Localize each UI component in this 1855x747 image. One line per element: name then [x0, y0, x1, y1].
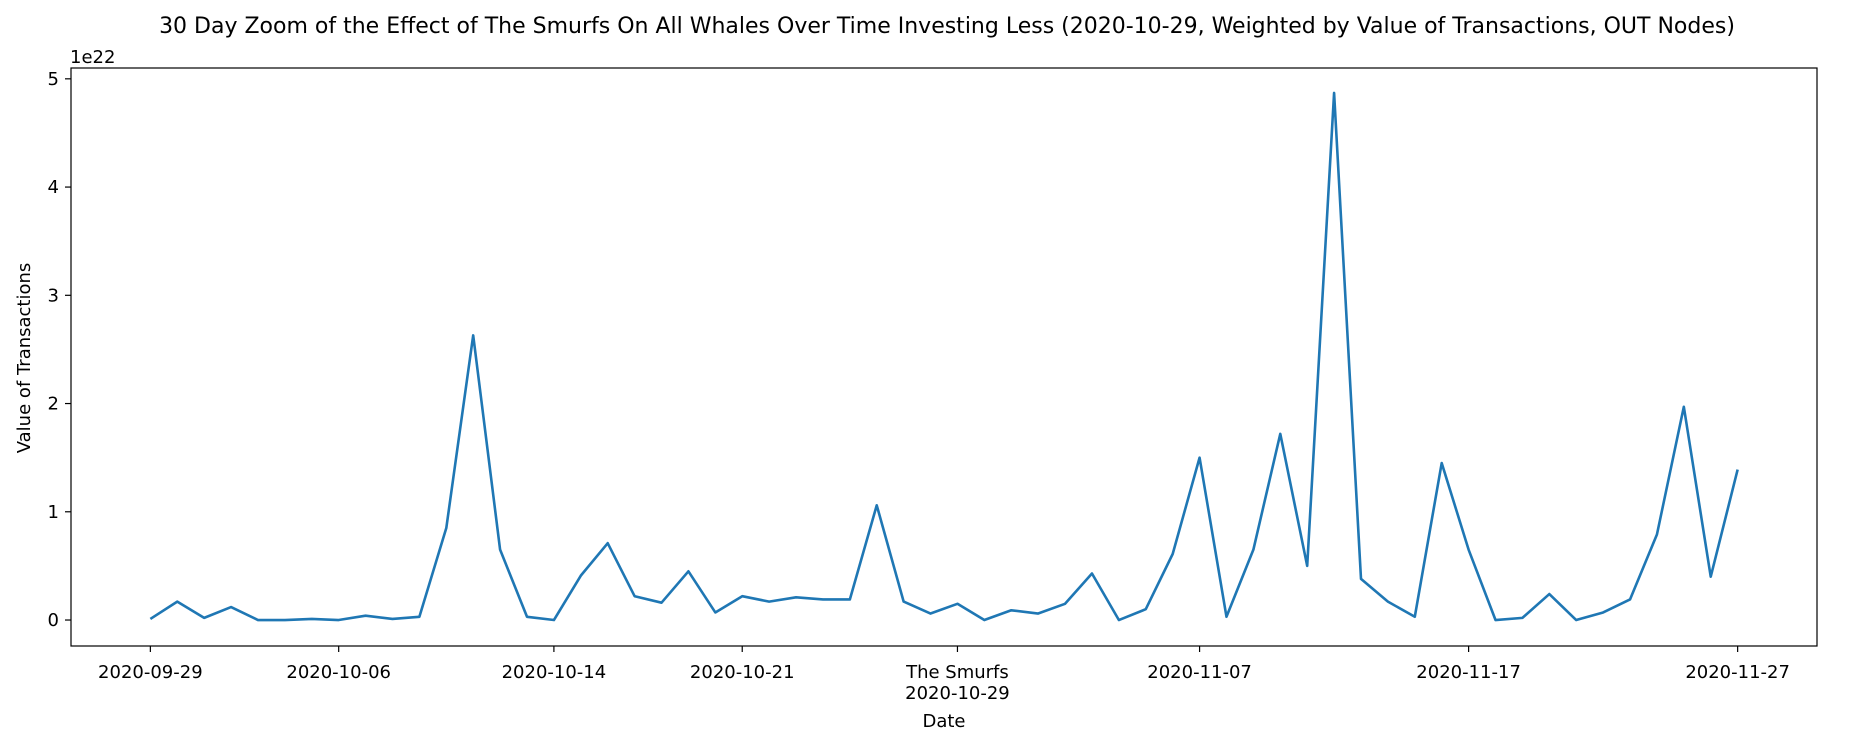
series-line — [149, 91, 1739, 622]
x-tick-label: 2020-10-21 — [690, 662, 795, 683]
plot-frame — [70, 67, 1818, 647]
x-tick-label: 2020-11-17 — [1416, 662, 1521, 683]
x-tick-label: 2020-09-29 — [98, 662, 203, 683]
y-axis-title: Value of Transactions — [14, 263, 35, 454]
x-tick-label: The Smurfs — [905, 662, 1009, 683]
y-tick-label: 5 — [48, 69, 59, 90]
y-tick-label: 3 — [48, 285, 59, 306]
x-tick-label: 2020-10-29 — [905, 683, 1010, 704]
y-scale-label: 1e22 — [70, 47, 115, 68]
x-tick-label: 2020-11-27 — [1685, 662, 1790, 683]
x-axis-title: Date — [922, 711, 965, 732]
x-tick-label: 2020-10-14 — [502, 662, 607, 683]
plot-area: 0 1 2 3 4 5 2020-09-29 2020-10-06 2020-10-14 2020… — [48, 67, 1818, 704]
y-tick-label: 0 — [48, 610, 59, 631]
x-tick-label: 2020-11-07 — [1147, 662, 1252, 683]
y-tick-label: 1 — [48, 502, 59, 523]
chart-title: 30 Day Zoom of the Effect of The Smurfs … — [159, 14, 1735, 39]
x-tick-label: 2020-10-06 — [286, 662, 391, 683]
y-tick-label: 2 — [48, 394, 59, 415]
y-tick-label: 4 — [48, 177, 59, 198]
